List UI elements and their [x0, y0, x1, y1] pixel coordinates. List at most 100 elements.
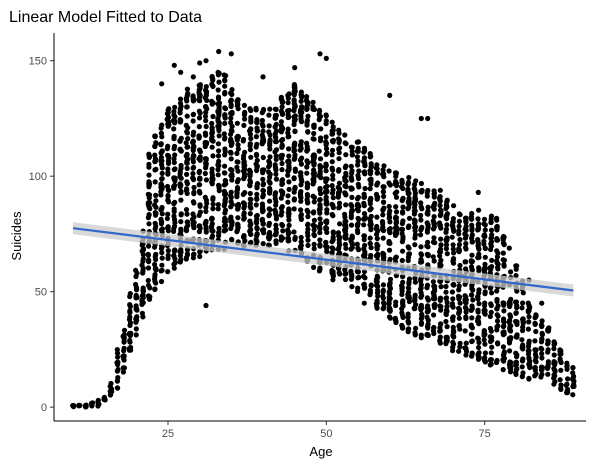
- data-point: [375, 306, 380, 311]
- data-point: [228, 111, 233, 116]
- data-point: [210, 74, 215, 79]
- data-point: [438, 341, 443, 346]
- data-point: [222, 90, 227, 95]
- data-point: [451, 250, 456, 255]
- data-point: [146, 192, 151, 197]
- data-point: [539, 372, 544, 377]
- data-point: [394, 189, 399, 194]
- data-point: [280, 143, 285, 148]
- data-point: [324, 226, 329, 231]
- data-point: [508, 297, 513, 302]
- data-point: [475, 308, 480, 313]
- data-point: [501, 316, 506, 321]
- data-point: [166, 108, 171, 113]
- data-point: [229, 51, 234, 56]
- data-point: [407, 276, 412, 281]
- data-point: [241, 234, 246, 239]
- data-point: [494, 297, 499, 302]
- data-point: [299, 106, 304, 111]
- data-point: [229, 98, 234, 103]
- data-point: [287, 108, 292, 113]
- data-point: [96, 402, 101, 407]
- data-point: [502, 258, 507, 263]
- data-point: [280, 137, 285, 142]
- data-point: [425, 194, 430, 199]
- data-point: [191, 199, 196, 204]
- data-point: [253, 106, 258, 111]
- data-point: [375, 284, 380, 289]
- data-point: [526, 314, 531, 319]
- data-point: [425, 305, 430, 310]
- data-point: [222, 112, 227, 117]
- data-point: [317, 230, 322, 235]
- data-point: [483, 350, 488, 355]
- data-point: [400, 204, 405, 209]
- x-tick-label: 50: [320, 428, 332, 440]
- data-point: [248, 173, 253, 178]
- data-point: [368, 236, 373, 241]
- data-point: [539, 351, 544, 356]
- data-point: [304, 171, 309, 176]
- data-point: [330, 191, 335, 196]
- data-point: [476, 255, 481, 260]
- data-point: [152, 144, 157, 149]
- data-point: [191, 112, 196, 117]
- data-point: [387, 209, 392, 214]
- data-point: [216, 49, 221, 54]
- data-point: [387, 306, 392, 311]
- data-point: [540, 367, 545, 372]
- data-point: [203, 171, 208, 176]
- data-point: [299, 216, 304, 221]
- data-point: [387, 93, 392, 98]
- data-point: [147, 212, 152, 217]
- data-point: [406, 281, 411, 286]
- data-point: [191, 215, 196, 220]
- data-point: [317, 266, 322, 271]
- data-point: [203, 104, 208, 109]
- data-point: [305, 106, 310, 111]
- data-point: [349, 168, 354, 173]
- data-point: [273, 113, 278, 118]
- data-point: [394, 215, 399, 220]
- data-point: [317, 237, 322, 242]
- data-point: [349, 272, 354, 277]
- data-point: [254, 120, 259, 125]
- data-point: [394, 195, 399, 200]
- data-point: [146, 265, 151, 270]
- data-point: [450, 318, 455, 323]
- data-point: [210, 153, 215, 158]
- data-point: [380, 212, 385, 217]
- data-point: [184, 212, 189, 217]
- data-point: [286, 134, 291, 139]
- data-point: [305, 208, 310, 213]
- data-point: [286, 146, 291, 151]
- data-point: [494, 216, 499, 221]
- data-point: [412, 182, 417, 187]
- data-point: [501, 323, 506, 328]
- data-point: [287, 187, 292, 192]
- data-point: [261, 108, 266, 113]
- data-point: [254, 152, 259, 157]
- data-point: [432, 214, 437, 219]
- data-point: [502, 242, 507, 247]
- data-point: [152, 279, 157, 284]
- data-point: [343, 236, 348, 241]
- data-point: [355, 140, 360, 145]
- data-point: [191, 166, 196, 171]
- data-point: [438, 223, 443, 228]
- data-point: [273, 167, 278, 172]
- data-point: [185, 130, 190, 135]
- data-point: [412, 200, 417, 205]
- data-point: [286, 100, 291, 105]
- data-point: [216, 202, 221, 207]
- data-point: [381, 206, 386, 211]
- data-point: [312, 218, 317, 223]
- data-point: [343, 202, 348, 207]
- data-point: [273, 203, 278, 208]
- data-point: [337, 204, 342, 209]
- data-point: [469, 223, 474, 228]
- data-point: [570, 370, 575, 375]
- data-point: [350, 152, 355, 157]
- data-point: [469, 332, 474, 337]
- data-point: [292, 197, 297, 202]
